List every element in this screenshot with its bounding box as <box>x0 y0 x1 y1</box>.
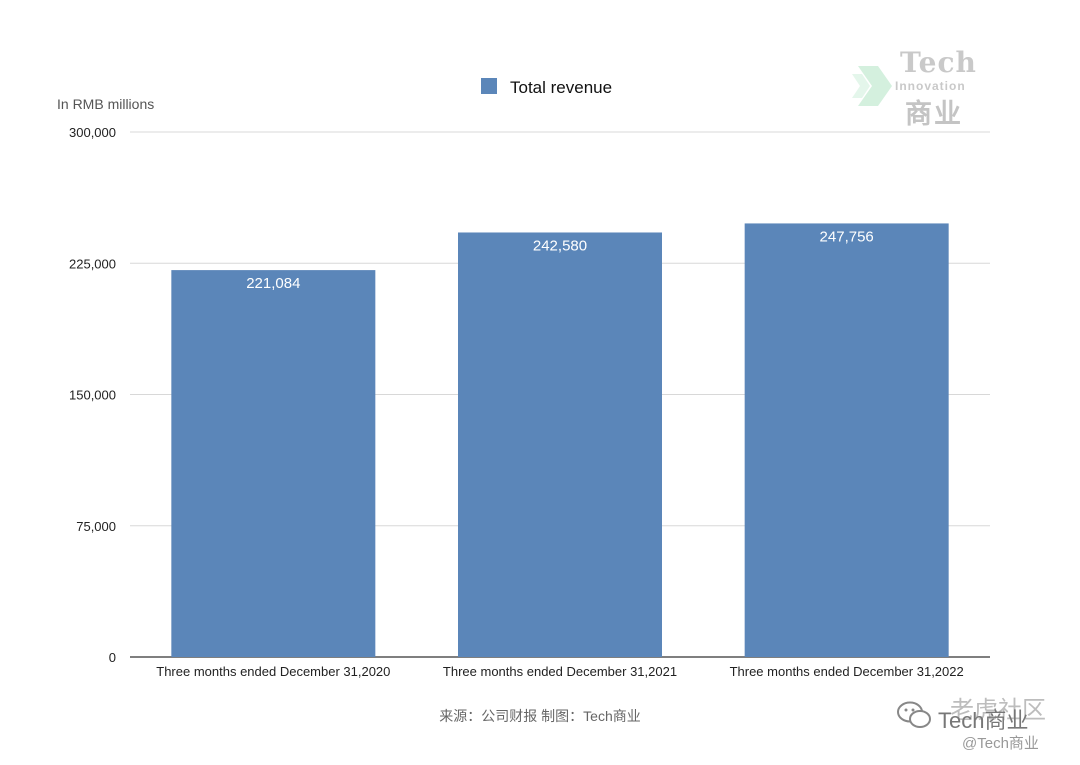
y-tick-label: 0 <box>109 650 116 665</box>
x-tick-label: Three months ended December 31,2020 <box>156 664 390 679</box>
watermark-tech: Tech <box>900 46 977 79</box>
wechat-icon <box>897 701 931 728</box>
bar <box>171 270 376 657</box>
bar-data-label: 242,580 <box>533 237 587 254</box>
axes: 0 75,000 150,000 225,000 300,000 Three months… <box>69 125 964 679</box>
legend-swatch <box>481 78 497 94</box>
watermark-cn: 商业 <box>905 99 963 129</box>
legend-label: Total revenue <box>510 78 612 97</box>
bar-data-label: 221,084 <box>246 275 300 292</box>
watermark-community: 老虎社区 <box>950 697 1046 724</box>
source-caption: 来源：公司财报 制图：Tech商业 <box>439 708 641 724</box>
x-tick-label: Three months ended December 31,2022 <box>730 664 964 679</box>
y-tick-label: 225,000 <box>69 256 116 271</box>
watermark-innovation: Innovation <box>895 79 966 93</box>
bar-data-label: 247,756 <box>820 228 874 245</box>
watermark-wechat-name: Tech商业 <box>938 708 1029 733</box>
bar <box>458 232 662 658</box>
x-tick-label: Three months ended December 31,2021 <box>443 664 677 679</box>
tech-logo-icon <box>852 66 892 106</box>
y-tick-label: 150,000 <box>69 388 116 403</box>
watermark-handle: @Tech商业 <box>962 735 1039 752</box>
legend: Total revenue <box>481 78 612 97</box>
bar-chart: 221,084 242,580 247,756 0 75,000 150,000 225,… <box>57 78 990 679</box>
y-axis-unit-label: In RMB millions <box>57 96 154 112</box>
y-tick-label: 300,000 <box>69 125 116 140</box>
bars: 221,084 242,580 247,756 <box>171 223 949 658</box>
bar <box>744 223 949 657</box>
y-tick-label: 75,000 <box>76 519 116 534</box>
